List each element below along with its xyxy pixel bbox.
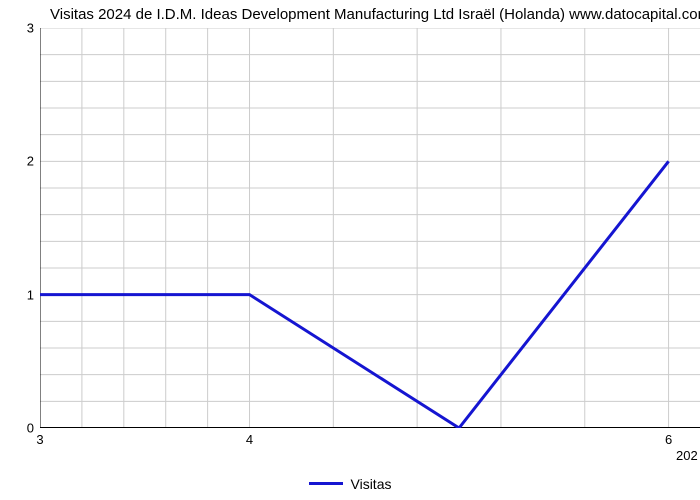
legend-swatch bbox=[309, 482, 343, 485]
x-tick-label: 3 bbox=[36, 428, 43, 447]
legend-label: Visitas bbox=[351, 476, 392, 492]
chart-title: Visitas 2024 de I.D.M. Ideas Development… bbox=[50, 6, 700, 23]
plot-area: 0123346 bbox=[40, 28, 700, 428]
y-tick-label: 2 bbox=[27, 154, 40, 169]
plot-svg bbox=[40, 28, 700, 428]
bottom-right-label: 202 bbox=[676, 448, 698, 463]
chart-container: { "chart": { "type": "line", "title": "V… bbox=[0, 0, 700, 500]
legend-item: Visitas bbox=[309, 476, 392, 492]
y-tick-label: 1 bbox=[27, 287, 40, 302]
y-tick-label: 3 bbox=[27, 21, 40, 36]
legend: Visitas bbox=[0, 472, 700, 492]
x-tick-label: 4 bbox=[246, 428, 253, 447]
x-tick-label: 6 bbox=[665, 428, 672, 447]
